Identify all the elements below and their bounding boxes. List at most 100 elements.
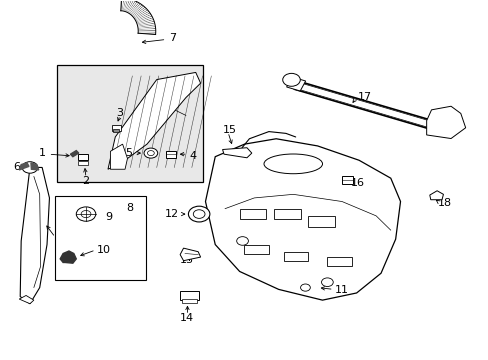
Bar xyxy=(165,150,176,158)
Text: 12: 12 xyxy=(164,209,179,219)
Text: 15: 15 xyxy=(223,125,237,135)
Polygon shape xyxy=(138,30,156,31)
Polygon shape xyxy=(134,10,148,18)
Polygon shape xyxy=(130,4,141,14)
Polygon shape xyxy=(137,20,154,25)
Polygon shape xyxy=(138,32,156,33)
Text: 16: 16 xyxy=(350,178,364,188)
Polygon shape xyxy=(122,0,125,11)
Polygon shape xyxy=(136,17,153,23)
Polygon shape xyxy=(138,25,155,28)
Polygon shape xyxy=(426,106,465,139)
Bar xyxy=(78,154,88,160)
Text: 10: 10 xyxy=(97,245,110,255)
Polygon shape xyxy=(135,14,151,21)
Polygon shape xyxy=(205,139,400,300)
Polygon shape xyxy=(132,6,143,16)
Bar xyxy=(113,130,119,132)
Polygon shape xyxy=(138,33,155,35)
Polygon shape xyxy=(136,17,152,23)
Circle shape xyxy=(193,210,204,219)
Ellipse shape xyxy=(264,154,322,174)
Text: 9: 9 xyxy=(105,212,112,222)
Text: 13: 13 xyxy=(180,255,194,265)
Bar xyxy=(341,176,352,184)
Text: 14: 14 xyxy=(179,313,193,323)
Polygon shape xyxy=(60,251,76,263)
Polygon shape xyxy=(134,10,148,19)
Text: 8: 8 xyxy=(126,203,133,213)
Bar xyxy=(112,125,121,131)
Polygon shape xyxy=(138,23,155,27)
Polygon shape xyxy=(124,0,129,12)
Polygon shape xyxy=(126,0,134,12)
Polygon shape xyxy=(130,4,142,15)
Bar xyxy=(273,209,300,220)
Polygon shape xyxy=(132,7,145,17)
Polygon shape xyxy=(138,31,156,32)
Polygon shape xyxy=(110,144,127,169)
Bar xyxy=(327,257,351,266)
Polygon shape xyxy=(136,15,151,22)
Text: 5: 5 xyxy=(125,148,132,158)
Polygon shape xyxy=(138,32,155,33)
Bar xyxy=(239,209,266,220)
Polygon shape xyxy=(138,26,155,29)
Text: 3: 3 xyxy=(117,108,123,118)
Polygon shape xyxy=(222,148,251,158)
Polygon shape xyxy=(20,167,49,304)
Polygon shape xyxy=(122,0,124,11)
Polygon shape xyxy=(121,0,123,11)
Circle shape xyxy=(147,150,154,156)
Polygon shape xyxy=(128,1,137,13)
Bar xyxy=(180,291,198,300)
Polygon shape xyxy=(124,0,130,12)
Text: 18: 18 xyxy=(437,198,451,208)
Polygon shape xyxy=(429,191,443,200)
Polygon shape xyxy=(129,3,140,14)
Text: 7: 7 xyxy=(168,33,176,43)
Polygon shape xyxy=(137,23,155,27)
Circle shape xyxy=(81,211,91,218)
Text: 6: 6 xyxy=(13,162,20,172)
Polygon shape xyxy=(137,22,154,26)
Polygon shape xyxy=(138,27,155,29)
Polygon shape xyxy=(138,29,155,30)
Text: 11: 11 xyxy=(334,285,348,296)
Circle shape xyxy=(321,278,332,287)
Polygon shape xyxy=(136,16,152,22)
Polygon shape xyxy=(122,0,126,11)
Polygon shape xyxy=(31,163,39,170)
Polygon shape xyxy=(126,0,133,12)
Polygon shape xyxy=(133,9,147,18)
Polygon shape xyxy=(134,11,149,19)
Polygon shape xyxy=(129,3,139,14)
Polygon shape xyxy=(70,150,79,157)
Polygon shape xyxy=(180,248,200,261)
Polygon shape xyxy=(125,0,132,12)
Polygon shape xyxy=(123,0,127,11)
Circle shape xyxy=(144,148,158,158)
Polygon shape xyxy=(125,0,131,12)
Polygon shape xyxy=(127,0,135,13)
Text: 17: 17 xyxy=(357,92,371,102)
Polygon shape xyxy=(129,2,138,14)
Polygon shape xyxy=(137,18,153,24)
Polygon shape xyxy=(131,5,143,15)
Circle shape xyxy=(22,162,38,173)
Polygon shape xyxy=(137,19,153,24)
Circle shape xyxy=(188,206,209,222)
Bar xyxy=(55,196,145,280)
Polygon shape xyxy=(135,13,150,21)
Polygon shape xyxy=(131,5,142,15)
Bar xyxy=(286,77,305,91)
Polygon shape xyxy=(135,13,150,20)
Polygon shape xyxy=(123,0,128,11)
Polygon shape xyxy=(133,8,146,18)
Bar xyxy=(181,299,197,303)
Text: 1: 1 xyxy=(39,148,45,158)
Polygon shape xyxy=(138,28,155,30)
Polygon shape xyxy=(133,8,146,17)
Circle shape xyxy=(300,284,310,291)
Bar xyxy=(307,216,334,226)
